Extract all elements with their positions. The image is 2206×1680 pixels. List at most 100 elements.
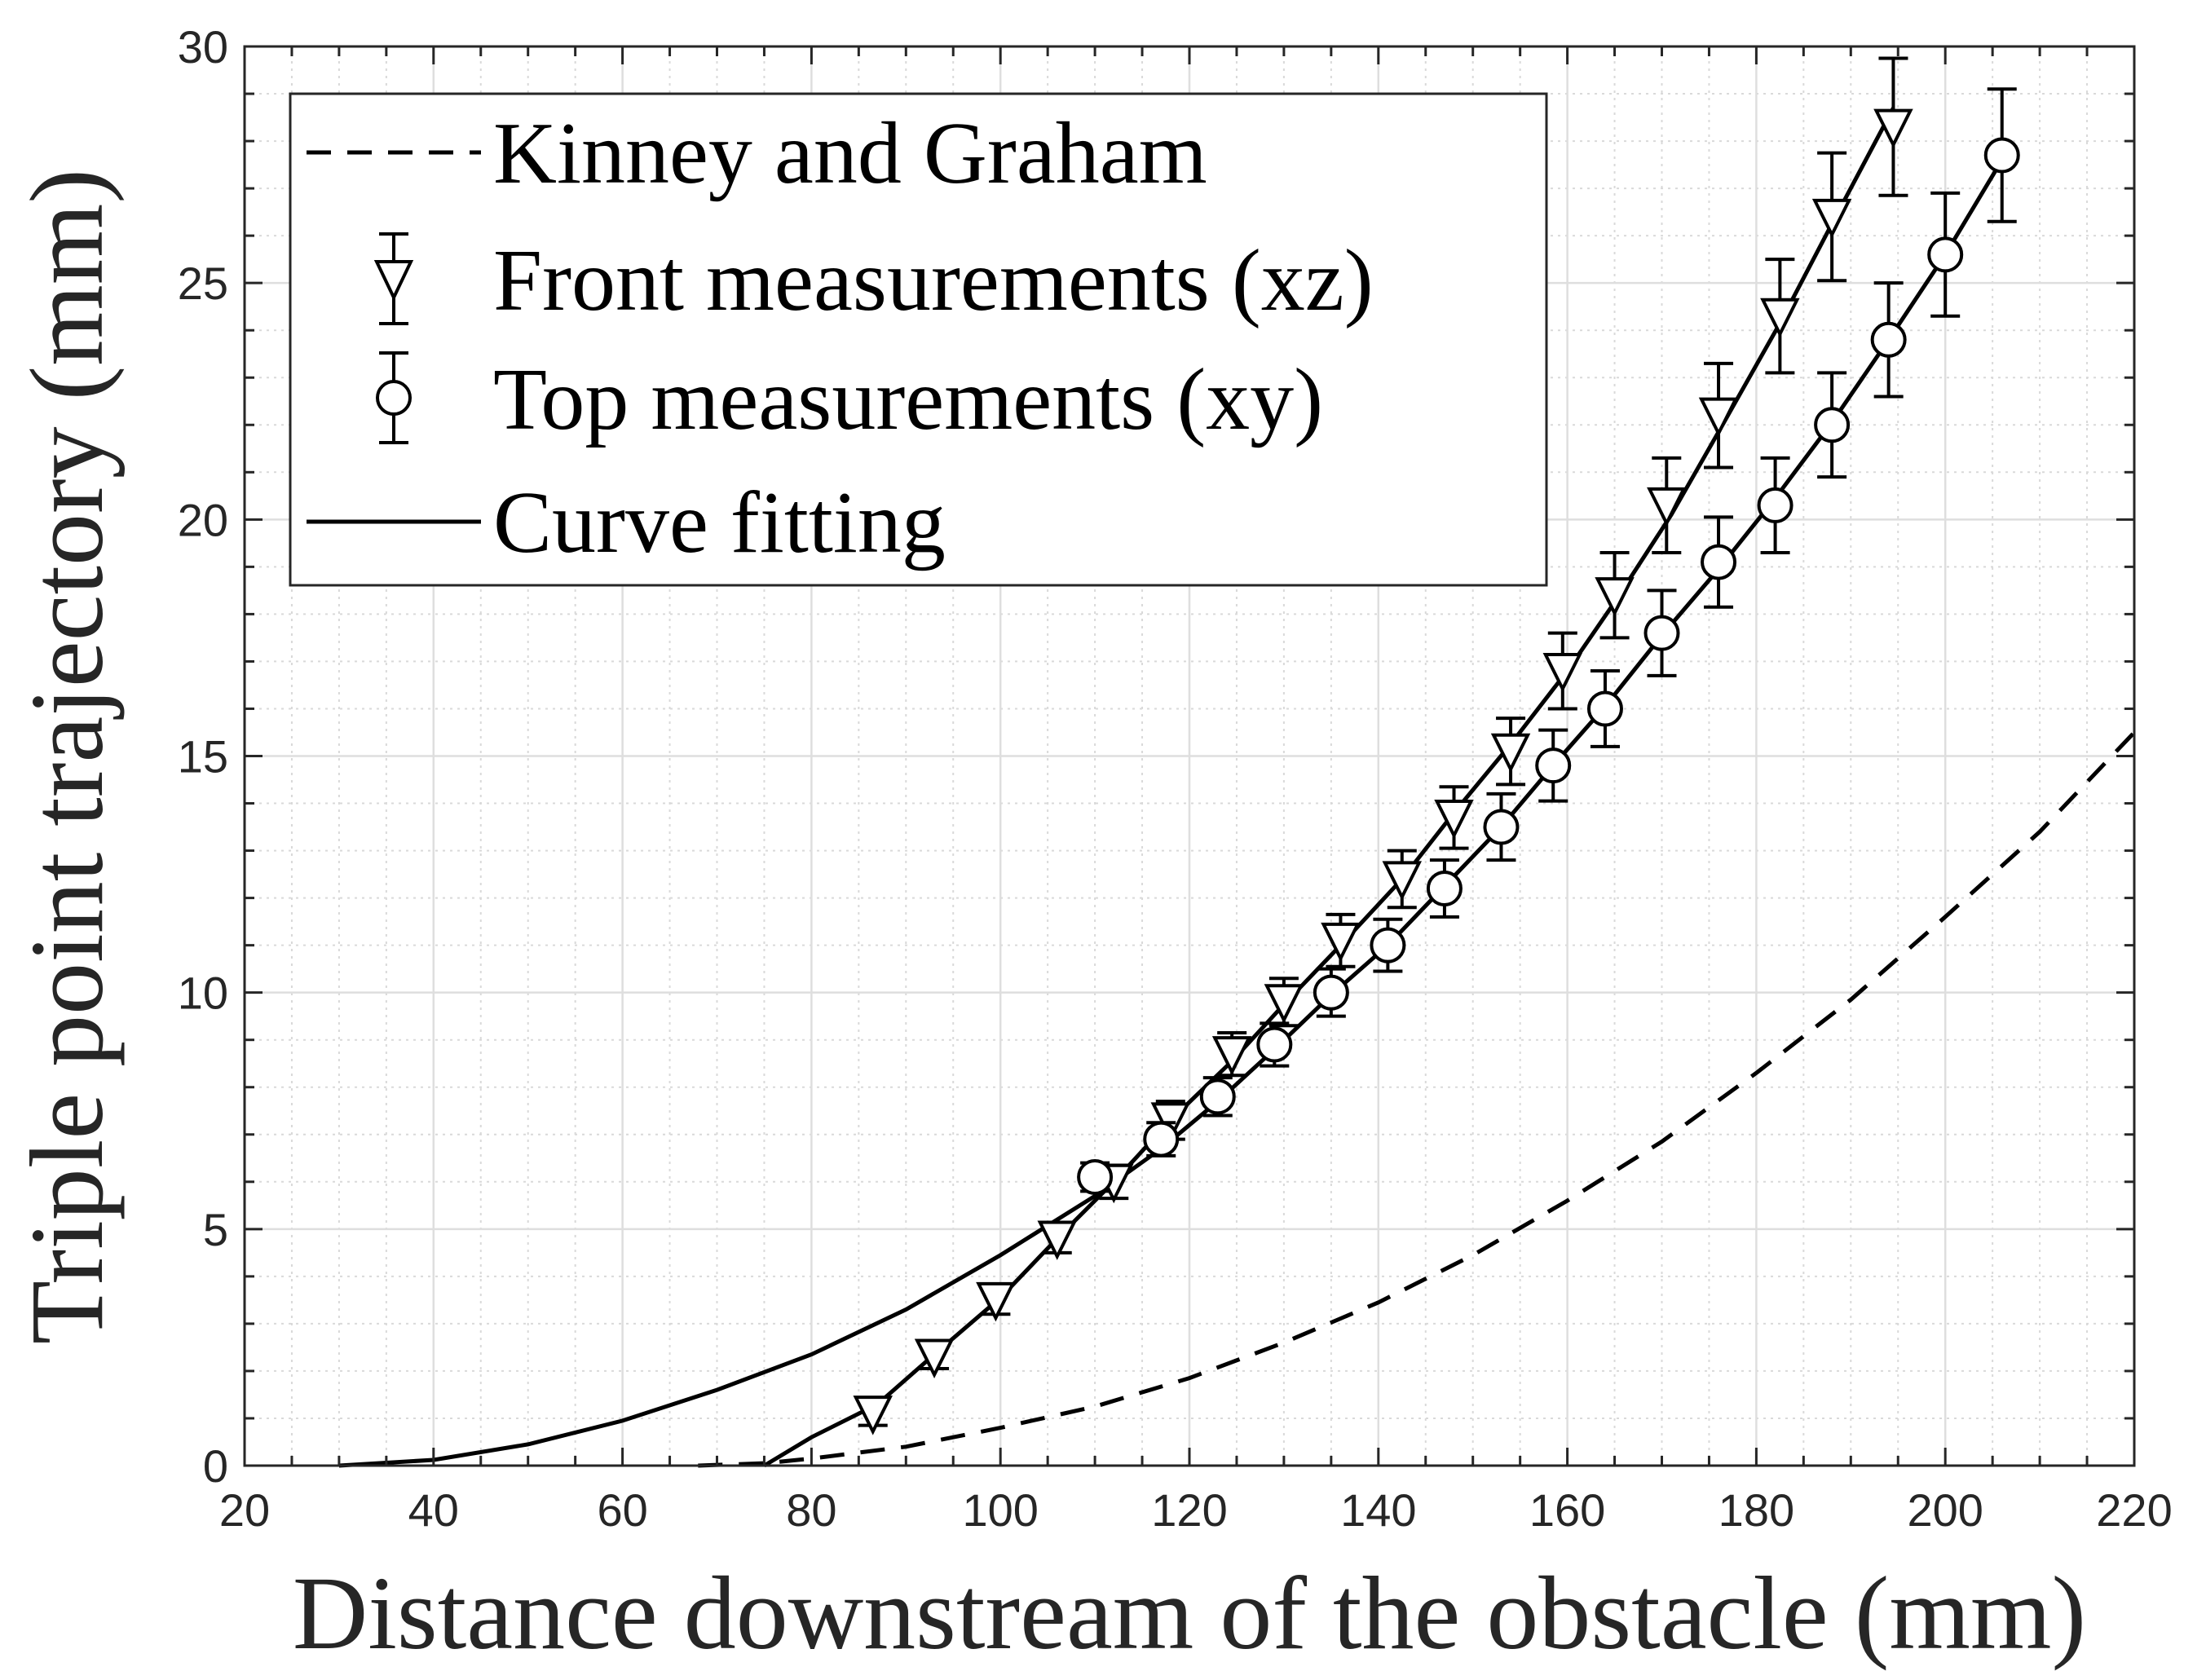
triangle-marker bbox=[914, 1338, 955, 1378]
front-measurement-point bbox=[1542, 631, 1583, 711]
legend-top-marker-icon bbox=[376, 351, 412, 444]
top-measurement-point bbox=[1370, 917, 1406, 973]
series-layer bbox=[338, 56, 2136, 1468]
front-measurement-point bbox=[914, 1338, 955, 1378]
circle-marker bbox=[1757, 487, 1793, 523]
front-measurement-point bbox=[1382, 849, 1423, 910]
y-tick-label: 30 bbox=[178, 21, 228, 73]
x-tick-label: 80 bbox=[786, 1484, 836, 1536]
triangle-marker bbox=[1698, 397, 1739, 438]
x-tick-label: 20 bbox=[219, 1484, 270, 1536]
x-tick-label: 100 bbox=[962, 1484, 1038, 1536]
top-measurement-point bbox=[1814, 371, 1851, 479]
front-measurement-point bbox=[853, 1396, 893, 1435]
front-measurement-point bbox=[1434, 785, 1474, 850]
front-measurement-point bbox=[1647, 456, 1687, 554]
front-measurement-point bbox=[1490, 717, 1531, 787]
top-measurement-point bbox=[1927, 191, 1964, 318]
y-tick-label: 25 bbox=[178, 258, 228, 309]
x-tick-label: 60 bbox=[597, 1484, 647, 1536]
x-tick-label: 120 bbox=[1151, 1484, 1227, 1536]
legend-front-label: Front measurements (xz) bbox=[493, 232, 1374, 329]
triangle-marker bbox=[1490, 733, 1531, 774]
legend-curve-fitting-label: Curve fitting bbox=[493, 474, 946, 571]
circle-marker bbox=[1814, 407, 1851, 443]
y-tick-label: 10 bbox=[178, 968, 228, 1019]
triangle-marker bbox=[976, 1281, 1016, 1322]
front-measurement-point bbox=[1698, 361, 1739, 470]
top-measurement-point bbox=[1535, 728, 1572, 803]
top-measurement-point bbox=[1426, 858, 1463, 919]
x-tick-label: 160 bbox=[1529, 1484, 1605, 1536]
x-tick-label: 180 bbox=[1718, 1484, 1794, 1536]
top-measurement-point bbox=[1701, 515, 1737, 609]
circle-marker bbox=[1701, 544, 1737, 580]
circle-marker bbox=[1983, 137, 2020, 174]
triangle-marker bbox=[1542, 653, 1583, 693]
x-tick-label: 220 bbox=[2096, 1484, 2172, 1536]
front-measurement-point bbox=[976, 1281, 1016, 1322]
top-measurement-point bbox=[1313, 967, 1349, 1018]
top-measurement-point bbox=[1199, 1076, 1236, 1118]
front-measurement-point bbox=[1873, 56, 1913, 197]
y-axis-title: Triple point trajectory (mm) bbox=[9, 169, 125, 1344]
circle-marker bbox=[1586, 690, 1623, 727]
circle-marker bbox=[1313, 974, 1349, 1011]
circle-marker bbox=[1483, 809, 1520, 845]
x-tick-label: 140 bbox=[1340, 1484, 1416, 1536]
top-measurement-point bbox=[1143, 1121, 1180, 1157]
top-measurement-point bbox=[1983, 87, 2020, 223]
tick-labels: 20 40 60 80 100 120 140 160 180 200 220 0 5 10 15 20 25 3… bbox=[178, 21, 2173, 1536]
circle-marker bbox=[1143, 1121, 1180, 1157]
front-measurement-point bbox=[1811, 151, 1852, 283]
circle-marker bbox=[1643, 615, 1680, 651]
x-axis-title: Distance downstream of the obstacle (mm) bbox=[293, 1555, 2086, 1671]
triangle-marker bbox=[1037, 1220, 1077, 1260]
triangle-marker bbox=[853, 1396, 893, 1435]
triangle-marker bbox=[1382, 861, 1423, 901]
front-measurement-point bbox=[1760, 258, 1800, 375]
circle-marker bbox=[1370, 927, 1406, 963]
y-tick-label: 15 bbox=[178, 731, 228, 783]
ticks bbox=[243, 45, 2136, 1467]
top-measurement-point bbox=[1643, 589, 1680, 677]
triangle-marker bbox=[1647, 487, 1687, 527]
legend-front-marker-icon bbox=[373, 232, 414, 325]
front-measurement-point bbox=[1037, 1220, 1077, 1260]
top-measurement-point bbox=[1077, 1158, 1114, 1195]
circle-marker bbox=[1927, 236, 1964, 273]
circle-marker bbox=[1077, 1158, 1114, 1195]
legend-box bbox=[289, 92, 1548, 587]
front-measurement-point bbox=[1321, 912, 1361, 968]
circle-marker bbox=[1256, 1026, 1293, 1063]
top-measurement-point bbox=[1757, 456, 1793, 554]
legend-top-label: Top measurements (xy) bbox=[493, 351, 1323, 448]
front-measurement-point bbox=[1595, 550, 1635, 640]
circle-marker bbox=[1870, 321, 1907, 358]
triangle-marker bbox=[1595, 577, 1635, 617]
triangle-marker bbox=[1811, 198, 1852, 239]
x-tick-label: 40 bbox=[408, 1484, 459, 1536]
triangle-marker bbox=[1264, 984, 1304, 1024]
top-measurement-point bbox=[1256, 1021, 1293, 1068]
top-measurement-point bbox=[1870, 281, 1907, 399]
kinney-graham-curve bbox=[698, 730, 2136, 1468]
y-tick-label: 0 bbox=[203, 1440, 228, 1492]
circle-marker bbox=[1535, 747, 1572, 784]
triangle-marker bbox=[1760, 298, 1800, 338]
legend: Kinney and Graham Front measurements (xz… bbox=[289, 92, 1548, 587]
circle-marker bbox=[1199, 1078, 1236, 1115]
y-tick-label: 5 bbox=[203, 1204, 228, 1255]
triangle-marker bbox=[1321, 922, 1361, 963]
circle-marker bbox=[1426, 870, 1463, 906]
y-tick-label: 20 bbox=[178, 494, 228, 545]
top-measurement-point bbox=[1586, 669, 1623, 748]
x-tick-label: 200 bbox=[1907, 1484, 1983, 1536]
triangle-marker bbox=[1434, 799, 1474, 840]
front-measurement-point bbox=[1211, 1030, 1252, 1078]
top-measurement-point bbox=[1483, 791, 1520, 862]
triangle-marker bbox=[1211, 1036, 1252, 1076]
legend-kinney-graham-label: Kinney and Graham bbox=[493, 105, 1207, 202]
triangle-marker bbox=[1873, 108, 1913, 149]
